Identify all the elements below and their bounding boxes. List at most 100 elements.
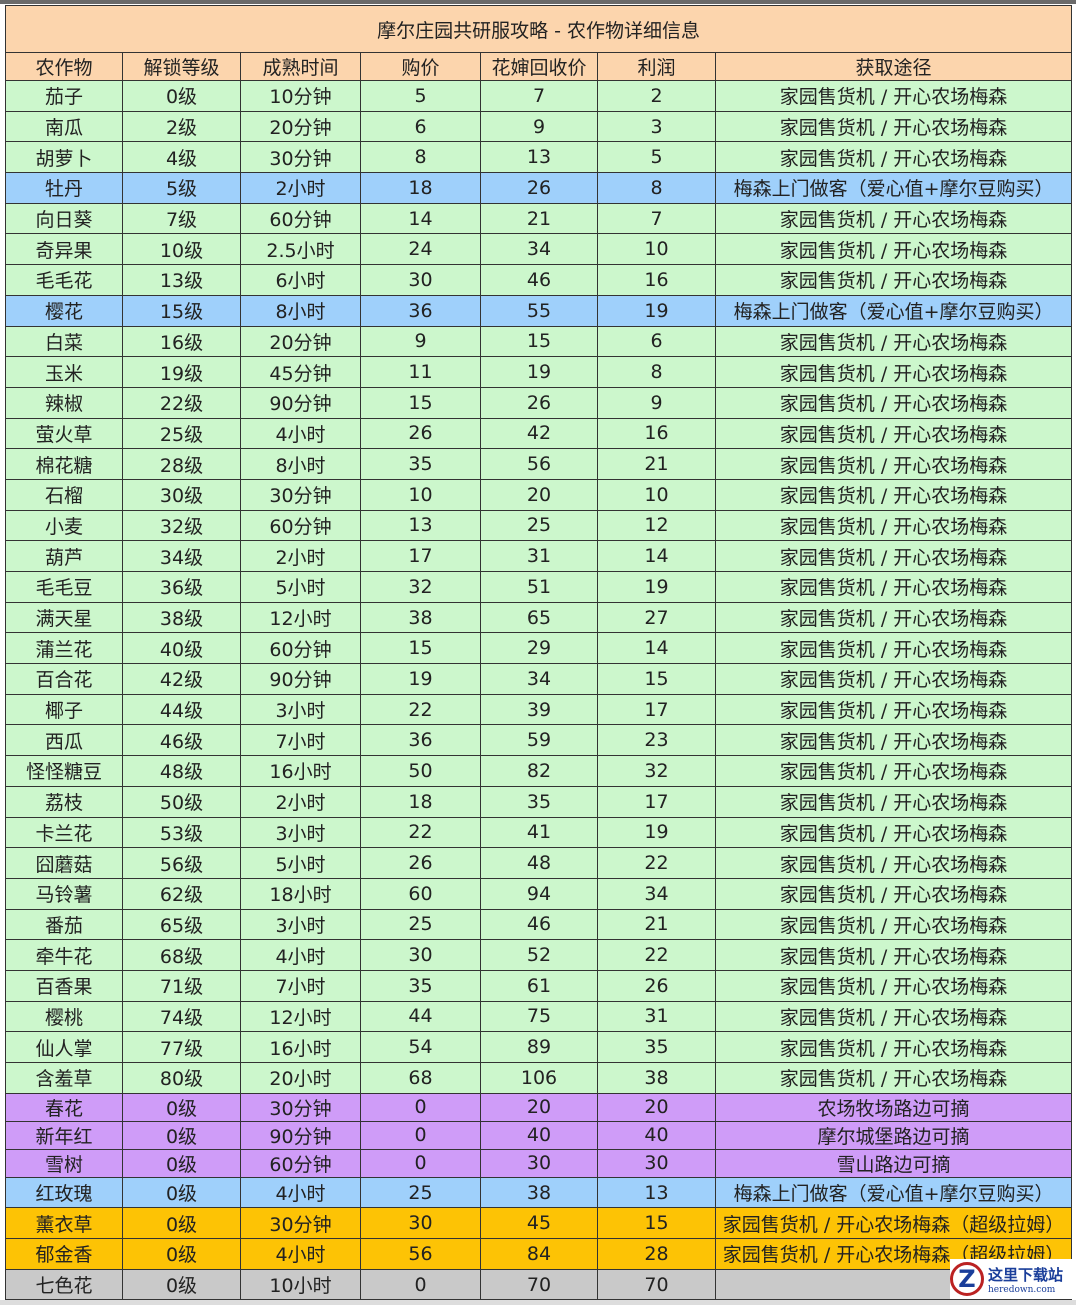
buy-price-cell: 9 [360, 325, 481, 358]
crop-info-table: 摩尔庄园共研服攻略 - 农作物详细信息 农作物 解锁等级 成熟时间 购价 花婶回收价 利润… [4, 5, 1073, 1301]
mature-time-cell: 60分钟 [240, 509, 361, 542]
table-row: 玉米 19级 45分钟 11 19 8 家园售货机 / 开心农场梅森 [5, 356, 1073, 388]
crop-name-cell: 毛毛豆 [5, 571, 123, 603]
mature-time-cell: 4小时 [240, 1176, 361, 1209]
profit-cell: 9 [597, 386, 716, 419]
mature-time-cell: 12小时 [240, 1000, 361, 1033]
profit-cell: 28 [597, 1238, 716, 1270]
table-row: 红玫瑰 0级 4小时 25 38 13 梅森上门做客（爱心值+摩尔豆购买） [5, 1176, 1073, 1209]
sell-price-cell: 26 [480, 386, 598, 419]
logo-name: 这里下载站 [988, 1265, 1064, 1284]
sell-price-cell: 41 [480, 816, 598, 849]
source-cell: 家园售货机 / 开心农场梅森 [714, 601, 1073, 634]
profit-cell: 15 [597, 1207, 716, 1240]
crop-name-cell: 荔枝 [5, 785, 123, 818]
logo-url: heredown.com [988, 1284, 1056, 1295]
buy-price-cell: 30 [360, 264, 481, 296]
mature-time-cell: 18小时 [240, 877, 361, 910]
crop-name-cell: 满天星 [5, 601, 123, 634]
crop-name-cell: 玉米 [5, 356, 123, 388]
profit-cell: 17 [597, 693, 716, 726]
table-row: 百合花 42级 90分钟 19 34 15 家园售货机 / 开心农场梅森 [5, 663, 1073, 695]
table-row: 满天星 38级 12小时 38 65 27 家园售货机 / 开心农场梅森 [5, 601, 1073, 634]
table-row: 番茄 65级 3小时 25 46 21 家园售货机 / 开心农场梅森 [5, 908, 1073, 941]
unlock-level-cell: 62级 [122, 877, 241, 910]
table-row: 葫芦 34级 2小时 17 31 14 家园售货机 / 开心农场梅森 [5, 540, 1073, 572]
source-cell: 家园售货机 / 开心农场梅森 [714, 540, 1073, 572]
column-header: 成熟时间 [240, 52, 361, 81]
source-cell: 家园售货机 / 开心农场梅森 [714, 417, 1073, 450]
table-row: 白菜 16级 20分钟 9 15 6 家园售货机 / 开心农场梅森 [5, 325, 1073, 358]
unlock-level-cell: 0级 [122, 1148, 241, 1178]
mature-time-cell: 45分钟 [240, 356, 361, 388]
sell-price-cell: 38 [480, 1176, 598, 1209]
buy-price-cell: 60 [360, 877, 481, 910]
mature-time-cell: 3小时 [240, 908, 361, 941]
table-row: 牵牛花 68级 4小时 30 52 22 家园售货机 / 开心农场梅森 [5, 939, 1073, 971]
buy-price-cell: 6 [360, 110, 481, 143]
sell-price-cell: 106 [480, 1062, 598, 1094]
table-row: 百香果 71级 7小时 35 61 26 家园售货机 / 开心农场梅森 [5, 969, 1073, 1002]
unlock-level-cell: 68级 [122, 939, 241, 971]
buy-price-cell: 15 [360, 386, 481, 419]
table-row: 含羞草 80级 20小时 68 106 38 家园售货机 / 开心农场梅森 [5, 1062, 1073, 1094]
mature-time-cell: 90分钟 [240, 663, 361, 695]
source-cell: 家园售货机 / 开心农场梅森 [714, 110, 1073, 143]
table-row: 西瓜 46级 7小时 36 59 23 家园售货机 / 开心农场梅森 [5, 724, 1073, 757]
crop-name-cell: 百合花 [5, 663, 123, 695]
mature-time-cell: 90分钟 [240, 386, 361, 419]
crop-name-cell: 牡丹 [5, 172, 123, 204]
buy-price-cell: 0 [360, 1268, 481, 1301]
source-cell: 家园售货机 / 开心农场梅森 [714, 632, 1073, 665]
sell-price-cell: 48 [480, 847, 598, 879]
sell-price-cell: 15 [480, 325, 598, 358]
profit-cell: 19 [597, 294, 716, 327]
unlock-level-cell: 0级 [122, 1207, 241, 1240]
profit-cell: 8 [597, 172, 716, 204]
unlock-level-cell: 22级 [122, 386, 241, 419]
mature-time-cell: 2小时 [240, 172, 361, 204]
sell-price-cell: 52 [480, 939, 598, 971]
profit-cell: 22 [597, 939, 716, 971]
buy-price-cell: 10 [360, 478, 481, 511]
crop-name-cell: 马铃薯 [5, 877, 123, 910]
source-cell: 家园售货机 / 开心农场梅森 [714, 1031, 1073, 1063]
buy-price-cell: 19 [360, 663, 481, 695]
unlock-level-cell: 74级 [122, 1000, 241, 1033]
table-row: 囧蘑菇 56级 5小时 26 48 22 家园售货机 / 开心农场梅森 [5, 847, 1073, 879]
unlock-level-cell: 28级 [122, 448, 241, 480]
mature-time-cell: 4小时 [240, 1238, 361, 1270]
buy-price-cell: 26 [360, 417, 481, 450]
table-row: 马铃薯 62级 18小时 60 94 34 家园售货机 / 开心农场梅森 [5, 877, 1073, 910]
table-row: 樱花 15级 8小时 36 55 19 梅森上门做客（爱心值+摩尔豆购买） [5, 294, 1073, 327]
mature-time-cell: 8小时 [240, 294, 361, 327]
table-row: 棉花糖 28级 8小时 35 56 21 家园售货机 / 开心农场梅森 [5, 448, 1073, 480]
mature-time-cell: 30分钟 [240, 478, 361, 511]
crop-name-cell: 春花 [5, 1092, 123, 1122]
buy-price-cell: 36 [360, 724, 481, 757]
buy-price-cell: 25 [360, 1176, 481, 1209]
unlock-level-cell: 15级 [122, 294, 241, 327]
crop-name-cell: 椰子 [5, 693, 123, 726]
table-row: 牡丹 5级 2小时 18 26 8 梅森上门做客（爱心值+摩尔豆购买） [5, 172, 1073, 204]
table-row: 雪树 0级 60分钟 0 30 30 雪山路边可摘 [5, 1148, 1073, 1178]
sell-price-cell: 51 [480, 571, 598, 603]
buy-price-cell: 68 [360, 1062, 481, 1094]
table-row: 南瓜 2级 20分钟 6 9 3 家园售货机 / 开心农场梅森 [5, 110, 1073, 143]
profit-cell: 21 [597, 908, 716, 941]
sell-price-cell: 94 [480, 877, 598, 910]
unlock-level-cell: 16级 [122, 325, 241, 358]
mature-time-cell: 7小时 [240, 724, 361, 757]
mature-time-cell: 30分钟 [240, 1207, 361, 1240]
unlock-level-cell: 2级 [122, 110, 241, 143]
buy-price-cell: 13 [360, 509, 481, 542]
mature-time-cell: 60分钟 [240, 1148, 361, 1178]
source-cell: 家园售货机 / 开心农场梅森 [714, 816, 1073, 849]
source-cell: 家园售货机 / 开心农场梅森 [714, 785, 1073, 818]
table-row: 怪怪糖豆 48级 16小时 50 82 32 家园售货机 / 开心农场梅森 [5, 755, 1073, 787]
profit-cell: 26 [597, 969, 716, 1002]
crop-name-cell: 番茄 [5, 908, 123, 941]
sell-price-cell: 34 [480, 663, 598, 695]
buy-price-cell: 0 [360, 1148, 481, 1178]
unlock-level-cell: 4级 [122, 141, 241, 174]
